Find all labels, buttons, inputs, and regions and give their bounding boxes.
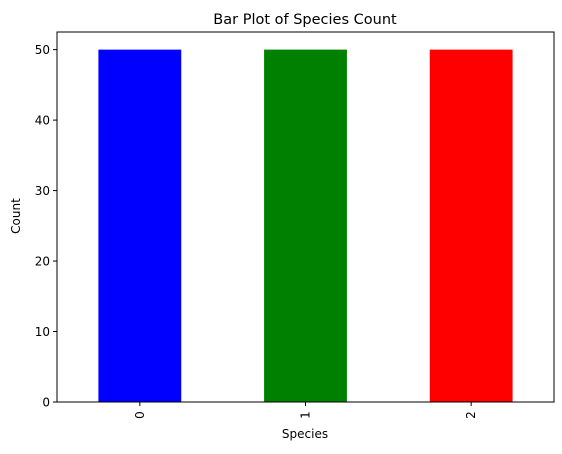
bar-0 <box>98 49 182 402</box>
x-axis-label: Species <box>282 427 328 441</box>
y-tick-label: 10 <box>35 325 50 339</box>
y-tick-label: 30 <box>35 184 50 198</box>
bars-group <box>98 49 513 402</box>
x-tick-label: 2 <box>464 411 478 419</box>
y-axis-label: Count <box>9 198 23 234</box>
x-tick-label: 0 <box>133 411 147 419</box>
y-axis-ticks: 0 10 20 30 40 50 <box>35 43 57 410</box>
plot-frame <box>56 31 555 403</box>
y-tick-label: 40 <box>35 114 50 128</box>
x-tick-label: 1 <box>299 411 313 419</box>
bar-2 <box>429 49 513 402</box>
y-tick-label: 0 <box>42 396 50 410</box>
y-tick-label: 20 <box>35 255 50 269</box>
x-axis-ticks: 0 1 2 <box>133 402 478 419</box>
chart-title: Bar Plot of Species Count <box>213 12 397 28</box>
y-tick-label: 50 <box>35 43 50 57</box>
bar-1 <box>264 49 347 402</box>
